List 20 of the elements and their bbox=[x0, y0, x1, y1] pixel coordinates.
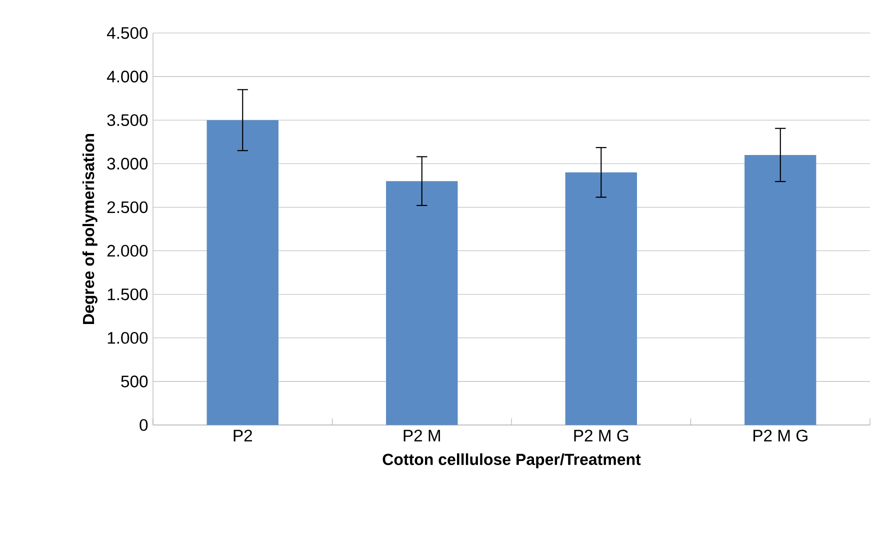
y-tick-label: 3.500 bbox=[107, 114, 148, 126]
bar bbox=[386, 181, 458, 425]
y-tick-label: 2.000 bbox=[107, 244, 148, 257]
y-tick-label: 0 bbox=[140, 419, 148, 431]
y-tick-label: 2.500 bbox=[107, 201, 148, 214]
y-tick-label: 3.000 bbox=[107, 158, 148, 170]
bar bbox=[206, 120, 278, 425]
y-tick-label: 1.500 bbox=[108, 288, 148, 300]
x-tick-label: P2 M bbox=[404, 430, 440, 442]
x-tick-label: P2 M G bbox=[574, 430, 628, 442]
x-tick-label: P2 bbox=[234, 430, 252, 442]
bar bbox=[565, 172, 637, 425]
y-tick-label: 1.000 bbox=[108, 332, 148, 344]
y-tick-label: 500 bbox=[121, 376, 148, 388]
y-axis-title: Degree of polymerisation bbox=[82, 134, 98, 324]
y-tick-label: 4.500 bbox=[106, 27, 148, 39]
bar bbox=[744, 154, 816, 425]
x-tick-label: P2 M G bbox=[753, 430, 808, 442]
x-axis-title: Cotton celllulose Paper/Treatment bbox=[382, 453, 641, 468]
y-tick-label: 4.000 bbox=[106, 70, 148, 82]
